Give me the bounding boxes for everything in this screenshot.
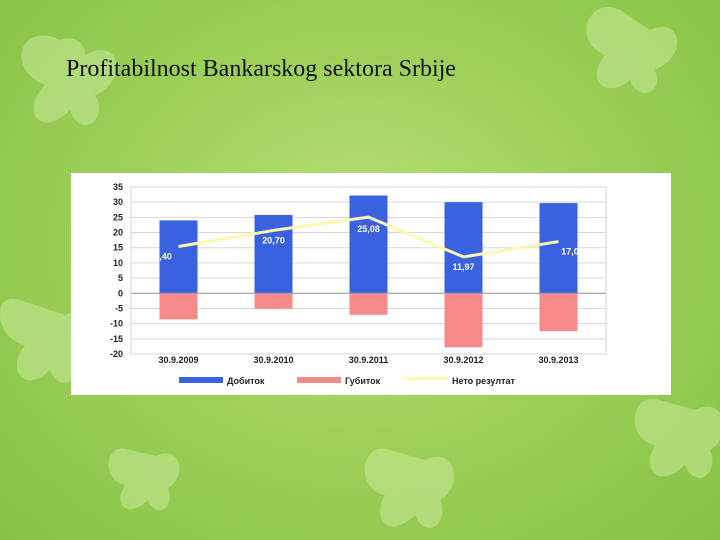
butterfly-icon xyxy=(108,448,180,511)
x-tick-label: 30.9.2011 xyxy=(349,355,389,365)
y-tick-label: 5 xyxy=(118,273,123,283)
y-tick-label: 15 xyxy=(113,243,123,253)
bar-profit xyxy=(159,220,198,294)
bar-loss xyxy=(539,293,578,332)
net-data-label: 17,03 xyxy=(561,247,584,257)
legend-label: Губиток xyxy=(345,376,381,386)
y-tick-label: 10 xyxy=(113,258,123,268)
bar-profit xyxy=(444,202,483,294)
x-tick-label: 30.9.2012 xyxy=(443,355,483,365)
y-tick-label: -15 xyxy=(110,334,123,344)
bar-loss xyxy=(349,293,388,315)
bar-loss xyxy=(254,293,293,309)
net-result-line xyxy=(178,215,559,259)
y-tick-label: 30 xyxy=(113,197,123,207)
legend-label: Нето резултат xyxy=(452,376,515,386)
bar-profit xyxy=(539,203,578,294)
y-tick-label: 0 xyxy=(118,288,123,298)
legend-swatch xyxy=(297,377,341,383)
net-data-label: 15,40 xyxy=(149,252,172,262)
butterfly-icon xyxy=(0,298,93,383)
net-data-label: 20,70 xyxy=(262,235,285,245)
butterfly-icon xyxy=(21,35,117,126)
legend-swatch xyxy=(404,377,448,380)
profitability-chart: 35 30 25 20 15 10 5 0 -5 -10 -15 -20 15,40 20,70 25,08… xyxy=(110,182,607,386)
net-data-label: 25,08 xyxy=(357,224,380,234)
y-tick-label: -5 xyxy=(115,303,123,313)
butterfly-icon xyxy=(586,6,678,94)
y-tick-label: 25 xyxy=(113,212,123,222)
y-tick-label: -10 xyxy=(110,319,123,329)
y-tick-label: -20 xyxy=(110,349,123,359)
legend-label: Добиток xyxy=(227,376,265,386)
chart-panel: 35 30 25 20 15 10 5 0 -5 -10 -15 -20 15,40 20,70 25,08… xyxy=(71,173,671,395)
x-tick-label: 30.9.2013 xyxy=(538,355,578,365)
bar-profit xyxy=(349,195,388,294)
y-tick-label: 20 xyxy=(113,228,123,238)
x-tick-label: 30.9.2009 xyxy=(158,355,198,365)
legend-swatch xyxy=(179,377,223,383)
net-data-label: 11,97 xyxy=(452,262,474,272)
x-tick-label: 30.9.2010 xyxy=(253,355,293,365)
bar-profit xyxy=(254,214,293,294)
butterfly-icon xyxy=(634,398,720,478)
slide-title: Profitabilnost Bankarskog sektora Srbije xyxy=(66,56,456,82)
bar-loss xyxy=(444,293,483,348)
butterfly-icon xyxy=(364,448,455,528)
y-tick-label: 35 xyxy=(113,182,123,192)
bar-loss xyxy=(159,293,198,320)
